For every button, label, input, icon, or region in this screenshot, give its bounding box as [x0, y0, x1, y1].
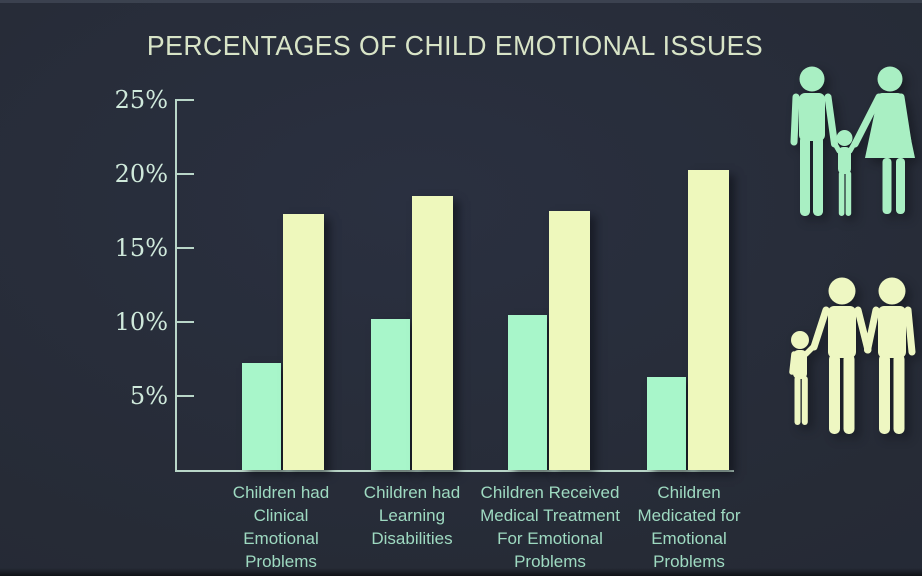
top-edge-highlight	[0, 0, 922, 3]
child-head	[791, 331, 809, 349]
bar-pale-yellow-1	[283, 213, 324, 470]
bar-pale-yellow-4	[688, 169, 729, 470]
y-tick	[177, 395, 194, 397]
y-axis	[175, 99, 177, 471]
y-tick-label: 25%	[114, 86, 168, 114]
x-axis-baseline	[175, 470, 734, 472]
category-label: Children Medicated for Emotional Problem…	[637, 483, 741, 571]
category-label: Children Received Medical Treatment For …	[480, 483, 620, 571]
bar-mint-green-3	[508, 314, 547, 470]
y-tick-label: 10%	[114, 308, 168, 336]
mother-head	[877, 66, 903, 92]
bar-mint-green-4	[647, 376, 686, 470]
adult-head	[828, 277, 856, 305]
y-tick-label: 5%	[129, 382, 168, 410]
bar-pale-yellow-3	[549, 211, 590, 470]
category-label: Children had Learning Disabilities	[363, 483, 461, 548]
family-mother-father-child-icon	[786, 66, 922, 222]
bar-pale-yellow-2	[412, 196, 453, 470]
adult-head	[878, 277, 906, 305]
category-label: Children had Clinical Emotional Problems	[232, 483, 330, 571]
y-tick-label: 20%	[114, 160, 168, 188]
chart-title: PERCENTAGES OF CHILD EMOTIONAL ISSUES	[146, 30, 764, 61]
bar-mint-green-2	[371, 319, 410, 470]
family-two-adults-child-icon	[780, 274, 922, 442]
y-tick-label: 15%	[114, 234, 168, 262]
y-tick	[177, 173, 194, 175]
child-head	[836, 130, 853, 146]
bar-mint-green-1	[242, 363, 281, 470]
father-head	[799, 66, 825, 92]
y-tick	[177, 321, 194, 323]
y-tick	[177, 247, 194, 249]
bottom-edge-shadow	[0, 568, 922, 576]
y-tick	[177, 99, 194, 101]
